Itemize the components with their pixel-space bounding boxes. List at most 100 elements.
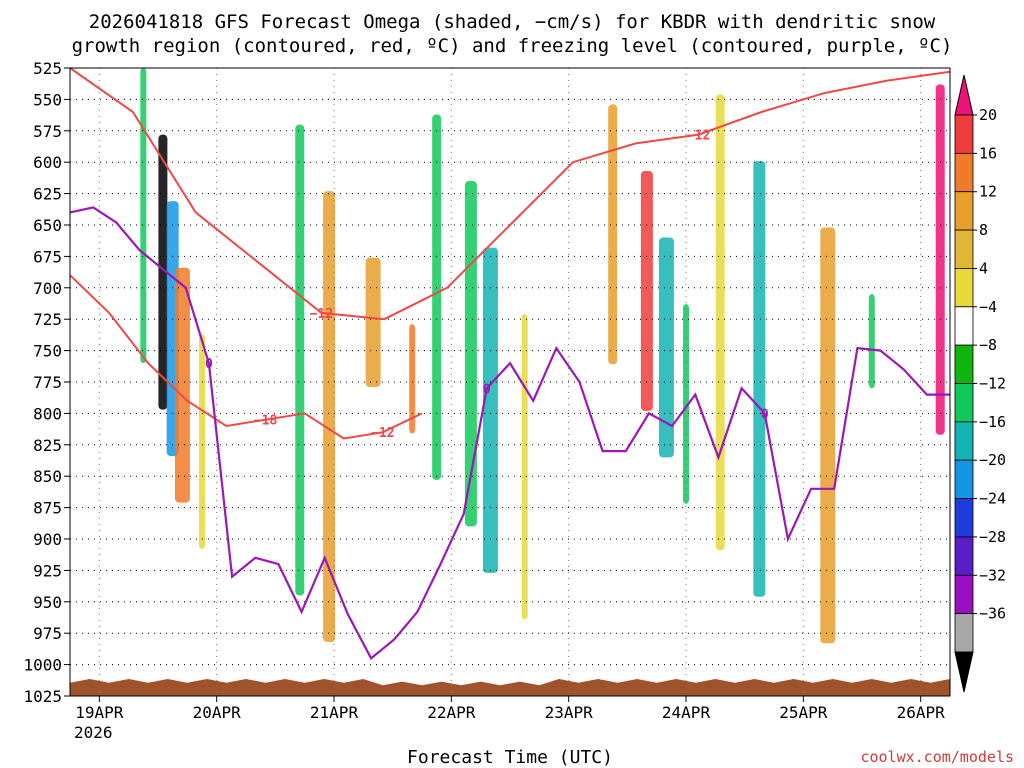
y-tick-label: 900 xyxy=(33,530,62,549)
x-axis-label: Forecast Time (UTC) xyxy=(407,747,613,768)
colorbar-segment xyxy=(954,574,974,615)
omega-band xyxy=(482,247,498,573)
y-tick-label: 525 xyxy=(33,59,62,78)
omega-band xyxy=(199,334,205,550)
colorbar-label: −8 xyxy=(979,336,997,354)
omega-band xyxy=(365,257,381,388)
colorbar-label: −16 xyxy=(979,413,1006,431)
omega-band xyxy=(432,114,442,480)
colorbar-segment xyxy=(954,344,974,384)
freezing-level-label: 0 xyxy=(205,357,213,372)
y-tick-label: 675 xyxy=(33,247,62,266)
y-tick-label: 625 xyxy=(33,185,62,204)
dgz-contour-lower xyxy=(69,274,423,440)
colorbar-segment xyxy=(954,383,974,423)
colorbar-top-arrow xyxy=(954,74,974,116)
colorbar-segment xyxy=(954,498,974,538)
omega-band xyxy=(174,267,190,503)
omega-band xyxy=(323,191,336,642)
colorbar-label: −12 xyxy=(979,375,1006,393)
y-tick-label: 925 xyxy=(33,561,62,580)
freezing-level-label: 0 xyxy=(483,382,491,397)
dgz-contour-label: −12 xyxy=(687,129,710,144)
x-tick-label: 22APR xyxy=(427,703,476,722)
omega-shading-layer xyxy=(140,68,945,644)
dgz-contour-label: −12 xyxy=(371,426,394,441)
y-tick-label: 725 xyxy=(33,310,62,329)
y-tick-label: 600 xyxy=(33,153,62,172)
y-tick-label: 700 xyxy=(33,279,62,298)
colorbar-segment xyxy=(954,421,974,461)
omega-band xyxy=(683,304,689,504)
x-tick-label: 24APR xyxy=(662,703,711,722)
y-tick-label: 775 xyxy=(33,373,62,392)
omega-band xyxy=(935,84,945,435)
omega-band xyxy=(715,94,725,551)
colorbar-label: −32 xyxy=(979,566,1006,584)
omega-band xyxy=(640,170,653,411)
colorbar-label: 20 xyxy=(979,106,997,124)
freezing-level-contour xyxy=(69,206,950,660)
x-tick-label: 25APR xyxy=(779,703,828,722)
colorbar-segment xyxy=(954,152,974,193)
colorbar-segment xyxy=(954,191,974,231)
x-axis-ticks: 19APR 20APR 21APR 22APR 23APR 24APR 25APR 26APR xyxy=(75,696,945,722)
x-tick-label: 19APR xyxy=(75,703,124,722)
x-tick-label: 26APR xyxy=(897,703,946,722)
omega-band xyxy=(820,227,836,644)
chart-title-line2: growth region (contoured, red, ºC) and f… xyxy=(72,35,953,57)
plot-area: 0 0 0 −12 −12 −18 −12 xyxy=(69,67,951,697)
colorbar-label: −28 xyxy=(979,528,1006,546)
colorbar-segment xyxy=(954,268,974,308)
y-tick-label: 550 xyxy=(33,90,62,109)
omega-band xyxy=(658,237,674,458)
colorbar-segment xyxy=(954,459,974,499)
contour-labels: 0 0 0 −12 −12 −18 −12 xyxy=(205,129,769,442)
freezing-level-label: 0 xyxy=(761,407,769,422)
colorbar-label: 16 xyxy=(979,144,997,162)
y-tick-label: 1000 xyxy=(23,656,62,675)
y-tick-label: 650 xyxy=(33,216,62,235)
y-tick-label: 850 xyxy=(33,467,62,486)
y-axis-ticks: 525 550 575 600 625 650 675 700 725 750 775 800 825 8… xyxy=(23,59,70,706)
year-label: 2026 xyxy=(74,723,113,742)
colorbar-label: 12 xyxy=(979,183,997,201)
omega-band xyxy=(295,124,305,596)
colorbar-label: −20 xyxy=(979,451,1006,469)
y-tick-label: 750 xyxy=(33,342,62,361)
y-tick-label: 975 xyxy=(33,624,62,643)
plot-background xyxy=(70,68,950,696)
terrain-surface xyxy=(70,679,950,696)
x-tick-label: 21APR xyxy=(310,703,359,722)
colorbar-segment xyxy=(954,613,974,653)
colorbar-label: −4 xyxy=(979,298,997,316)
chart-title-line1: 2026041818 GFS Forecast Omega (shaded, −… xyxy=(89,11,936,33)
colorbar: 20 16 12 8 4 −4 −8 −12 −16 −20 −24 −28 −32 −36 xyxy=(954,74,1006,693)
x-tick-label: 23APR xyxy=(545,703,594,722)
colorbar-segment xyxy=(954,306,974,346)
y-tick-label: 1025 xyxy=(23,687,62,706)
dgz-contour-upper xyxy=(69,67,951,321)
omega-band xyxy=(521,314,528,620)
y-tick-label: 800 xyxy=(33,404,62,423)
colorbar-label: 4 xyxy=(979,259,988,277)
colorbar-label: −24 xyxy=(979,490,1006,508)
colorbar-segment xyxy=(954,229,974,269)
colorbar-segment xyxy=(954,536,974,576)
dgz-contour-label: −12 xyxy=(310,307,333,322)
colorbar-label: −36 xyxy=(979,605,1006,623)
omega-band xyxy=(753,160,766,597)
omega-band xyxy=(868,294,875,389)
y-tick-label: 575 xyxy=(33,122,62,141)
omega-band xyxy=(158,134,168,410)
omega-band xyxy=(409,324,416,434)
omega-band xyxy=(608,104,618,365)
credit-text: coolwx.com/models xyxy=(860,748,1014,766)
colorbar-label: 8 xyxy=(979,221,988,239)
dgz-contour-label: −18 xyxy=(254,414,278,429)
y-tick-label: 825 xyxy=(33,436,62,455)
x-tick-label: 20APR xyxy=(193,703,242,722)
y-tick-label: 875 xyxy=(33,499,62,518)
omega-band xyxy=(140,68,147,364)
